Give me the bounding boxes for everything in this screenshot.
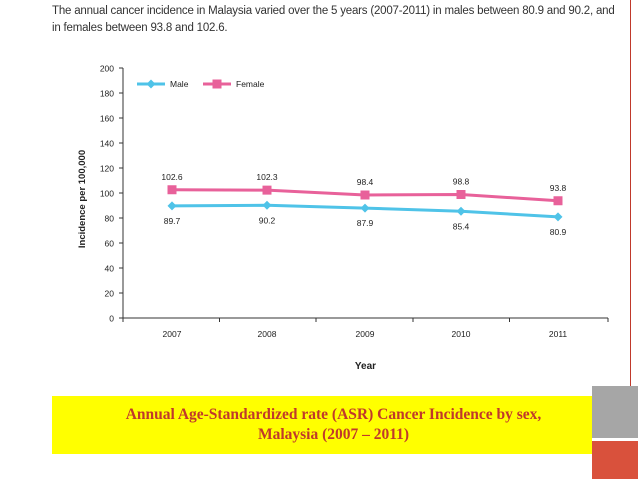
data-point-female xyxy=(167,185,177,195)
data-label-female: 98.8 xyxy=(453,177,470,187)
data-label-male: 89.7 xyxy=(164,216,181,226)
corner-accent-gap xyxy=(592,438,638,441)
data-label-male: 87.9 xyxy=(357,218,374,228)
y-tick-label: 140 xyxy=(100,139,114,149)
data-label-female: 102.3 xyxy=(256,172,278,182)
caption-line-1: Annual Age-Standardized rate (ASR) Cance… xyxy=(125,406,542,423)
x-tick-label: 2007 xyxy=(163,329,182,339)
y-tick-label: 80 xyxy=(105,214,115,224)
corner-accent-gray xyxy=(592,386,638,438)
data-label-female: 93.8 xyxy=(550,183,567,193)
intro-text: The annual cancer incidence in Malaysia … xyxy=(52,3,632,37)
x-tick-label: 2009 xyxy=(356,329,375,339)
y-tick-label: 0 xyxy=(109,314,114,324)
data-label-male: 85.4 xyxy=(453,221,470,231)
x-tick-label: 2011 xyxy=(549,329,568,339)
data-point-female xyxy=(456,190,466,199)
y-tick-label: 40 xyxy=(105,264,115,274)
incidence-line-chart: 0 20 40 60 80 100 120 140 160 180 200 2007 2008 2009 2… xyxy=(77,64,609,372)
data-point-female xyxy=(553,196,563,206)
legend-marker-male xyxy=(146,79,156,89)
data-point-female xyxy=(360,190,370,200)
y-tick-label: 100 xyxy=(100,189,114,199)
data-label-female: 98.4 xyxy=(357,177,374,187)
legend-label-male: Male xyxy=(170,79,189,89)
y-tick-label: 60 xyxy=(105,239,115,249)
y-tick-label: 160 xyxy=(100,114,114,124)
data-point-male xyxy=(553,212,563,222)
data-point-male xyxy=(360,203,370,213)
data-label-male: 90.2 xyxy=(259,215,276,225)
y-tick-label: 200 xyxy=(100,64,114,74)
intro-line-2: in females between 93.8 and 102.6. xyxy=(52,22,228,34)
data-label-male: 80.9 xyxy=(550,227,567,237)
y-tick-label: 180 xyxy=(100,89,114,99)
intro-line-1: The annual cancer incidence in Malaysia … xyxy=(52,5,615,17)
legend-label-female: Female xyxy=(236,79,265,89)
y-tick-label: 20 xyxy=(105,289,115,299)
x-tick-label: 2008 xyxy=(258,329,277,339)
corner-accent-red xyxy=(592,441,638,479)
caption-line-2: Malaysia (2007 – 2011) xyxy=(257,426,410,443)
x-axis-title: Year xyxy=(355,361,376,372)
x-tick-label: 2010 xyxy=(452,329,471,339)
legend-marker-female xyxy=(212,79,222,89)
y-axis-title: Incidence per 100,000 xyxy=(77,150,88,248)
data-point-male xyxy=(456,206,466,216)
data-point-male xyxy=(167,201,177,211)
caption-box: Annual Age-Standardized rate (ASR) Cance… xyxy=(52,396,615,454)
data-label-female: 102.6 xyxy=(161,172,183,182)
y-tick-label: 120 xyxy=(100,164,114,174)
data-point-male xyxy=(262,200,272,210)
data-point-female xyxy=(262,185,272,195)
right-accent-rule xyxy=(630,0,631,386)
